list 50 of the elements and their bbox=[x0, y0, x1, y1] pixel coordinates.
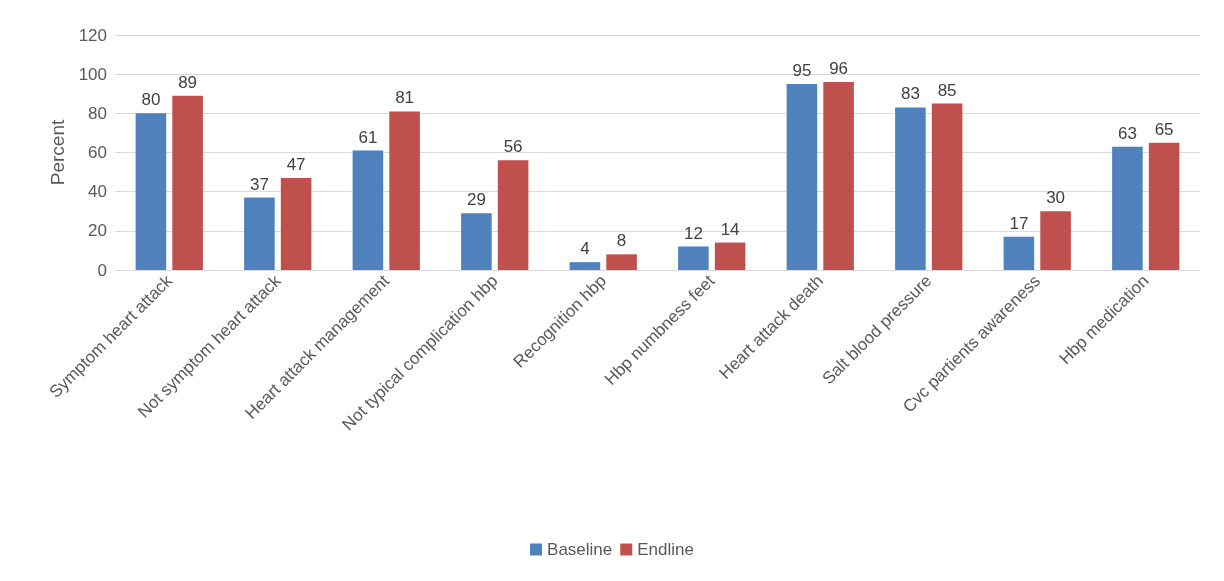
data-label: 80 bbox=[141, 90, 161, 110]
bar bbox=[280, 177, 312, 270]
data-label: 17 bbox=[1009, 213, 1029, 233]
bar bbox=[135, 113, 167, 270]
data-label: 12 bbox=[683, 223, 703, 243]
data-label: 4 bbox=[580, 239, 590, 259]
bar bbox=[606, 254, 637, 270]
bar bbox=[497, 160, 529, 270]
bar bbox=[1148, 142, 1180, 270]
bar bbox=[244, 197, 275, 270]
data-label: 29 bbox=[466, 190, 486, 210]
data-label: 56 bbox=[503, 137, 523, 157]
y-tick-label: 40 bbox=[88, 182, 107, 202]
bar bbox=[931, 103, 963, 270]
data-label: 8 bbox=[616, 231, 627, 251]
bar bbox=[352, 150, 384, 270]
legend-label: Endline bbox=[637, 540, 694, 559]
data-label: 85 bbox=[937, 80, 957, 100]
data-label: 95 bbox=[792, 60, 812, 80]
data-label: 30 bbox=[1046, 188, 1066, 208]
bar bbox=[1112, 146, 1143, 270]
y-tick-label: 120 bbox=[78, 25, 107, 45]
bar bbox=[569, 262, 601, 270]
data-label: 14 bbox=[720, 219, 740, 239]
data-label: 37 bbox=[249, 174, 269, 194]
data-label: 63 bbox=[1117, 123, 1137, 143]
y-tick-label: 20 bbox=[88, 221, 107, 241]
data-label: 81 bbox=[395, 88, 415, 108]
bar bbox=[678, 246, 709, 270]
y-tick-label: 0 bbox=[97, 260, 107, 280]
data-label: 89 bbox=[178, 72, 198, 92]
legend-label: Baseline bbox=[547, 540, 613, 559]
data-label: 83 bbox=[900, 84, 920, 104]
y-tick-label: 80 bbox=[88, 103, 107, 123]
bar bbox=[1040, 211, 1071, 270]
bar bbox=[823, 82, 854, 270]
y-tick-label: 60 bbox=[88, 143, 107, 162]
bar bbox=[389, 111, 420, 270]
data-label: 65 bbox=[1154, 119, 1174, 139]
bar bbox=[714, 242, 746, 270]
y-axis-title: Percent bbox=[47, 119, 68, 186]
bar bbox=[461, 213, 492, 270]
y-tick-label: 100 bbox=[78, 64, 107, 84]
bar bbox=[895, 107, 926, 270]
bar bbox=[172, 95, 203, 270]
bar bbox=[786, 83, 818, 270]
data-label: 96 bbox=[829, 59, 849, 78]
data-label: 61 bbox=[358, 127, 378, 147]
data-label: 47 bbox=[286, 154, 306, 174]
bar bbox=[1003, 236, 1035, 270]
